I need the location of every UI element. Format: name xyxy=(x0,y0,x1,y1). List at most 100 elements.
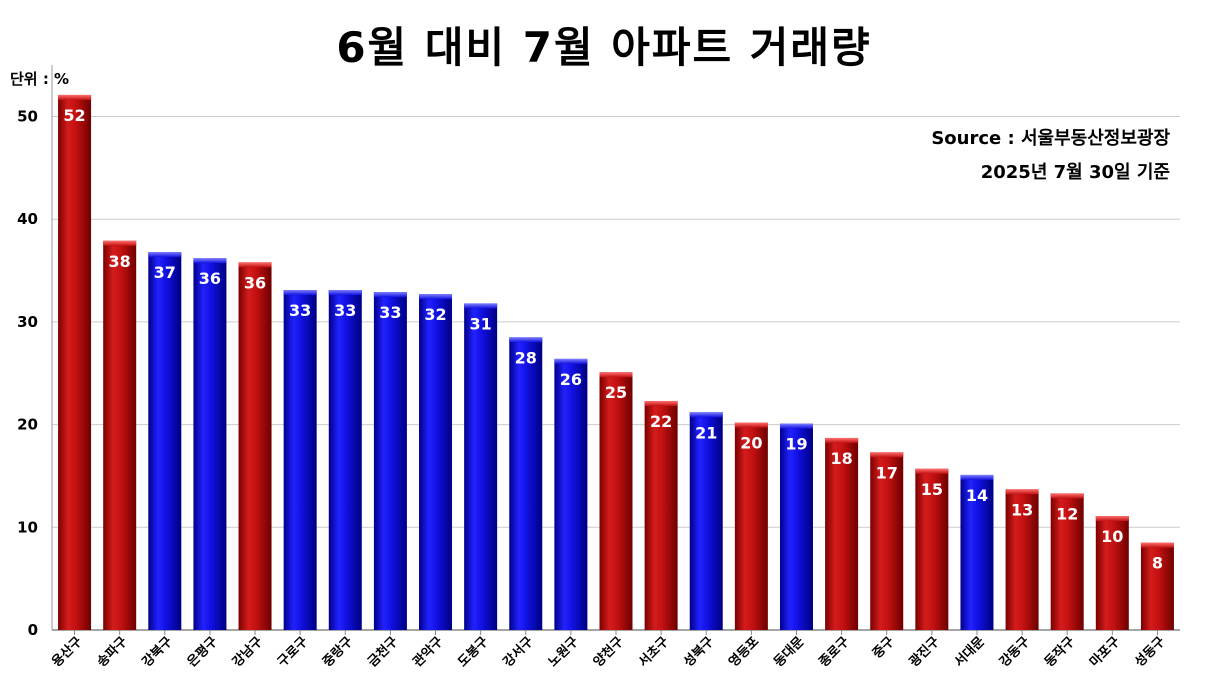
axes: 0 10 20 30 40 50 xyxy=(17,65,1180,639)
category-label: 영등포 xyxy=(726,634,762,670)
bar-cap xyxy=(1050,493,1084,499)
bar-동대문 xyxy=(779,423,813,630)
category-label: 성동구 xyxy=(1132,634,1168,670)
bar-은평구 xyxy=(193,258,227,630)
y-tick-label: 30 xyxy=(17,313,38,331)
bar-강서구 xyxy=(509,337,543,630)
data-label: 18 xyxy=(830,449,852,468)
category-label: 송파구 xyxy=(95,634,131,670)
bar-종로구 xyxy=(825,437,859,630)
data-label: 33 xyxy=(379,303,401,322)
bar-cap xyxy=(373,292,407,298)
bar-cap xyxy=(419,294,453,300)
data-label: 8 xyxy=(1152,554,1163,573)
bar-cap xyxy=(1095,516,1129,522)
data-label: 12 xyxy=(1056,504,1078,523)
data-label: 15 xyxy=(921,480,943,499)
y-tick-label: 0 xyxy=(28,621,38,639)
bar-강남구 xyxy=(238,262,272,630)
bar-cap xyxy=(1005,489,1039,495)
bar-구로구 xyxy=(283,290,317,630)
category-label: 금천구 xyxy=(365,634,401,670)
category-label: 서대문 xyxy=(952,634,988,670)
data-label: 17 xyxy=(876,463,898,482)
data-label: 37 xyxy=(154,263,176,282)
bar-노원구 xyxy=(554,358,588,630)
bar-cap xyxy=(103,240,137,246)
bar-도봉구 xyxy=(464,303,498,630)
source-note: Source : 서울부동산정보광장 xyxy=(931,128,1170,149)
data-label: 22 xyxy=(650,412,672,431)
data-label: 36 xyxy=(199,269,221,288)
category-label: 마포구 xyxy=(1086,633,1123,670)
bar-cap xyxy=(328,290,362,296)
data-label: 21 xyxy=(695,423,717,442)
bar-cap xyxy=(1140,542,1174,548)
bar-성북구 xyxy=(689,412,723,630)
bar-cap xyxy=(148,252,182,258)
category-label: 강서구 xyxy=(500,633,537,670)
bar-성동구 xyxy=(1140,542,1174,630)
y-tick-label: 10 xyxy=(17,518,38,536)
data-label: 52 xyxy=(63,106,85,125)
bar-cap xyxy=(870,452,904,458)
data-label: 28 xyxy=(515,348,537,367)
y-tick-label: 40 xyxy=(17,210,38,228)
data-label: 33 xyxy=(289,301,311,320)
category-label: 구로구 xyxy=(275,634,311,670)
bar-cap xyxy=(554,358,588,364)
bar-서초구 xyxy=(644,400,678,630)
bar-cap xyxy=(599,372,633,378)
bar-광진구 xyxy=(915,468,949,630)
bar-강동구 xyxy=(1005,489,1039,630)
category-label: 중구 xyxy=(870,634,898,662)
category-label: 동대문 xyxy=(771,634,807,670)
y-tick-label: 20 xyxy=(17,416,38,434)
data-label: 33 xyxy=(334,301,356,320)
bar-cap xyxy=(734,422,768,428)
category-label: 도봉구 xyxy=(455,634,491,670)
bar-cap xyxy=(238,262,272,268)
data-label: 31 xyxy=(470,314,492,333)
category-label: 양천구 xyxy=(591,634,627,670)
data-label: 38 xyxy=(109,252,131,271)
bar-강북구 xyxy=(148,252,182,630)
bar-cap xyxy=(779,423,813,429)
category-label: 서초구 xyxy=(636,634,672,670)
data-label: 26 xyxy=(560,370,582,389)
category-label: 용산구 xyxy=(49,633,86,670)
category-label: 성북구 xyxy=(681,634,717,670)
bar-동작구 xyxy=(1050,493,1084,630)
unit-label: 단위 : % xyxy=(10,70,70,88)
category-label: 중랑구 xyxy=(320,634,356,670)
chart-title: 6월 대비 7월 아파트 거래량 xyxy=(336,23,872,72)
bar-관악구 xyxy=(419,294,453,630)
bar-마포구 xyxy=(1095,516,1129,630)
data-label: 19 xyxy=(785,435,807,454)
bar-서대문 xyxy=(960,474,994,630)
bar-cap xyxy=(960,474,994,480)
bar-cap xyxy=(689,412,723,418)
category-label: 광진구 xyxy=(906,633,943,670)
bar-cap xyxy=(825,437,859,443)
data-label: 13 xyxy=(1011,500,1033,519)
y-tick-label: 50 xyxy=(17,108,38,126)
category-label: 강동구 xyxy=(996,633,1033,670)
category-label: 강남구 xyxy=(229,633,266,670)
data-label: 20 xyxy=(740,434,762,453)
bar-중랑구 xyxy=(328,290,362,630)
bar-cap xyxy=(193,258,227,264)
data-label: 32 xyxy=(424,305,446,324)
bar-cap xyxy=(509,337,543,343)
category-label: 강북구 xyxy=(139,633,176,670)
bar-영등포 xyxy=(734,422,768,630)
category-label: 은평구 xyxy=(184,633,221,670)
bars xyxy=(58,94,1174,631)
data-label: 36 xyxy=(244,273,266,292)
bar-cap xyxy=(464,303,498,309)
category-label: 동작구 xyxy=(1041,633,1078,670)
data-label: 14 xyxy=(966,486,988,505)
bar-금천구 xyxy=(373,292,407,630)
date-note: 2025년 7월 30일 기준 xyxy=(980,162,1170,183)
